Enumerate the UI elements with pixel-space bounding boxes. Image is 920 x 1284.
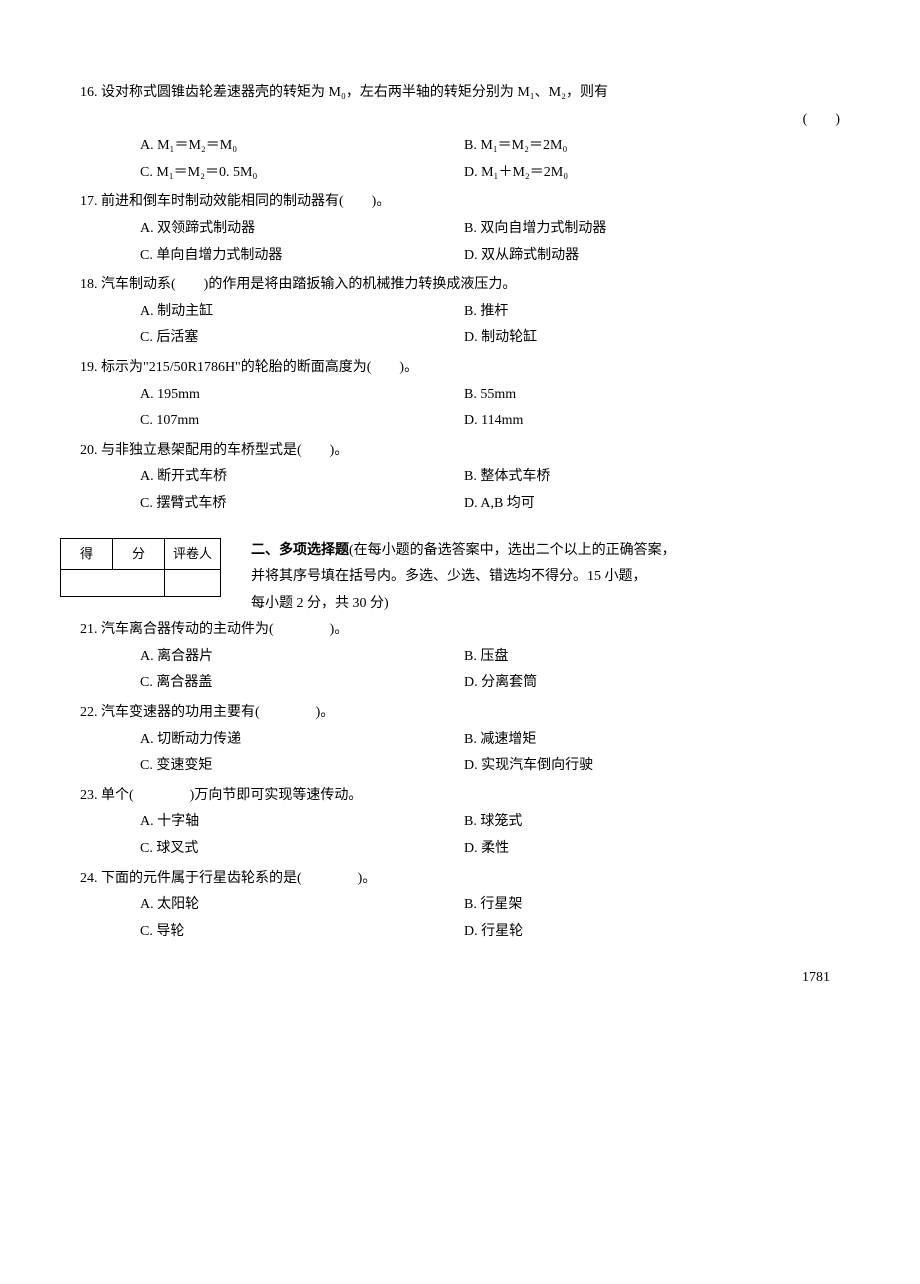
option-c: C. 导轮: [140, 919, 464, 946]
question-text: 23. 单个( )万向节即可实现等速传动。: [88, 783, 860, 810]
desc2: 并将其序号填在括号内。多选、少选、错选均不得分。15 小题，: [251, 564, 860, 591]
options: A. M₁＝M₂＝M₀ B. M₁＝M₂＝2M₀ C. M₁＝M₂＝0. 5M₀…: [60, 133, 860, 186]
question-24: 24. 下面的元件属于行星齿轮系的是( )。 A. 太阳轮 B. 行星架 C. …: [60, 866, 860, 946]
options: A. 195mm B. 55mm C. 107mm D. 114mm: [60, 382, 860, 435]
question-text: 18. 汽车制动系( )的作用是将由踏扳输入的机械推力转换成液压力。: [88, 272, 860, 299]
option-d: D. 双从蹄式制动器: [464, 243, 788, 270]
q-body: 汽车变速器的功用主要有( )。: [101, 705, 334, 720]
option-c: C. 变速变矩: [140, 753, 464, 780]
options: A. 制动主缸 B. 推杆 C. 后活塞 D. 制动轮缸: [60, 299, 860, 352]
question-text: 24. 下面的元件属于行星齿轮系的是( )。: [88, 866, 860, 893]
q-num: 23.: [80, 788, 98, 803]
option-a: A. 制动主缸: [140, 299, 464, 326]
options: A. 双领蹄式制动器 B. 双向自增力式制动器 C. 单向自增力式制动器 D. …: [60, 216, 860, 269]
option-d: D. A,B 均可: [464, 491, 788, 518]
option-a: A. 离合器片: [140, 644, 464, 671]
option-d: D. 实现汽车倒向行驶: [464, 753, 788, 780]
option-d: D. 行星轮: [464, 919, 788, 946]
question-text: 17. 前进和倒车时制动效能相同的制动器有( )。: [88, 189, 860, 216]
section-desc: 二、多项选择题(在每小题的备选答案中，选出二个以上的正确答案， 并将其序号填在括…: [251, 538, 860, 618]
option-b: B. 减速增矩: [464, 727, 788, 754]
question-text: 20. 与非独立悬架配用的车桥型式是( )。: [88, 438, 860, 465]
question-text: 22. 汽车变速器的功用主要有( )。: [88, 700, 860, 727]
page-number: 1781: [60, 965, 860, 992]
q-body: 单个( )万向节即可实现等速传动。: [101, 788, 362, 803]
option-c: C. M₁＝M₂＝0. 5M₀: [140, 160, 464, 187]
q-num: 19.: [80, 360, 98, 375]
option-d: D. 柔性: [464, 836, 788, 863]
question-17: 17. 前进和倒车时制动效能相同的制动器有( )。 A. 双领蹄式制动器 B. …: [60, 189, 860, 269]
question-text: 19. 标示为"215/50R1786H"的轮胎的断面高度为( )。: [88, 355, 860, 382]
option-b: B. 整体式车桥: [464, 464, 788, 491]
option-a: A. 十字轴: [140, 809, 464, 836]
desc3: 每小题 2 分，共 30 分): [251, 591, 860, 618]
section-title: 二、多项选择题: [251, 543, 349, 558]
option-b: B. 压盘: [464, 644, 788, 671]
option-d: D. 制动轮缸: [464, 325, 788, 352]
q-body: 标示为"215/50R1786H"的轮胎的断面高度为( )。: [101, 360, 418, 375]
q-num: 22.: [80, 705, 98, 720]
option-a: A. M₁＝M₂＝M₀: [140, 133, 464, 160]
option-c: C. 球叉式: [140, 836, 464, 863]
score-h3: 评卷人: [165, 538, 221, 570]
option-a: A. 195mm: [140, 382, 464, 409]
q-body: 下面的元件属于行星齿轮系的是( )。: [101, 871, 376, 886]
question-text: 21. 汽车离合器传动的主动件为( )。: [88, 617, 860, 644]
option-c: C. 离合器盖: [140, 670, 464, 697]
grader-cell: [165, 570, 221, 597]
question-20: 20. 与非独立悬架配用的车桥型式是( )。 A. 断开式车桥 B. 整体式车桥…: [60, 438, 860, 518]
q-body: 与非独立悬架配用的车桥型式是( )。: [101, 443, 348, 458]
option-b: B. 55mm: [464, 382, 788, 409]
question-text: 16. 设对称式圆锥齿轮差速器壳的转矩为 M₀，左右两半轴的转矩分别为 M₁、M…: [88, 80, 860, 107]
q-body: 汽车制动系( )的作用是将由踏扳输入的机械推力转换成液压力。: [101, 277, 516, 292]
option-b: B. 行星架: [464, 892, 788, 919]
q-body: 汽车离合器传动的主动件为( )。: [101, 622, 348, 637]
q-num: 20.: [80, 443, 98, 458]
paren: ( ): [60, 107, 860, 134]
q-num: 24.: [80, 871, 98, 886]
option-a: A. 切断动力传递: [140, 727, 464, 754]
options: A. 切断动力传递 B. 减速增矩 C. 变速变矩 D. 实现汽车倒向行驶: [60, 727, 860, 780]
option-b: B. 双向自增力式制动器: [464, 216, 788, 243]
option-b: B. 球笼式: [464, 809, 788, 836]
q-num: 21.: [80, 622, 98, 637]
score-cell: [61, 570, 165, 597]
option-b: B. M₁＝M₂＝2M₀: [464, 133, 788, 160]
options: A. 离合器片 B. 压盘 C. 离合器盖 D. 分离套筒: [60, 644, 860, 697]
option-a: A. 断开式车桥: [140, 464, 464, 491]
question-21: 21. 汽车离合器传动的主动件为( )。 A. 离合器片 B. 压盘 C. 离合…: [60, 617, 860, 697]
option-c: C. 后活塞: [140, 325, 464, 352]
score-table: 得 分 评卷人: [60, 538, 221, 598]
option-c: C. 摆臂式车桥: [140, 491, 464, 518]
q-num: 16.: [80, 85, 98, 100]
question-19: 19. 标示为"215/50R1786H"的轮胎的断面高度为( )。 A. 19…: [60, 355, 860, 435]
option-d: D. M₁＋M₂＝2M₀: [464, 160, 788, 187]
option-d: D. 114mm: [464, 408, 788, 435]
option-b: B. 推杆: [464, 299, 788, 326]
desc1: (在每小题的备选答案中，选出二个以上的正确答案，: [349, 543, 676, 558]
score-h1: 得: [61, 538, 113, 570]
q-num: 17.: [80, 194, 98, 209]
section-2-header: 得 分 评卷人 二、多项选择题(在每小题的备选答案中，选出二个以上的正确答案， …: [60, 538, 860, 618]
option-a: A. 太阳轮: [140, 892, 464, 919]
score-h2: 分: [113, 538, 165, 570]
question-22: 22. 汽车变速器的功用主要有( )。 A. 切断动力传递 B. 减速增矩 C.…: [60, 700, 860, 780]
q-body: 设对称式圆锥齿轮差速器壳的转矩为 M₀，左右两半轴的转矩分别为 M₁、M₂，则有: [101, 85, 608, 100]
question-18: 18. 汽车制动系( )的作用是将由踏扳输入的机械推力转换成液压力。 A. 制动…: [60, 272, 860, 352]
question-16: 16. 设对称式圆锥齿轮差速器壳的转矩为 M₀，左右两半轴的转矩分别为 M₁、M…: [60, 80, 860, 186]
option-d: D. 分离套筒: [464, 670, 788, 697]
options: A. 十字轴 B. 球笼式 C. 球叉式 D. 柔性: [60, 809, 860, 862]
option-c: C. 单向自增力式制动器: [140, 243, 464, 270]
option-c: C. 107mm: [140, 408, 464, 435]
q-body: 前进和倒车时制动效能相同的制动器有( )。: [101, 194, 390, 209]
question-23: 23. 单个( )万向节即可实现等速传动。 A. 十字轴 B. 球笼式 C. 球…: [60, 783, 860, 863]
q-num: 18.: [80, 277, 98, 292]
options: A. 太阳轮 B. 行星架 C. 导轮 D. 行星轮: [60, 892, 860, 945]
options: A. 断开式车桥 B. 整体式车桥 C. 摆臂式车桥 D. A,B 均可: [60, 464, 860, 517]
option-a: A. 双领蹄式制动器: [140, 216, 464, 243]
